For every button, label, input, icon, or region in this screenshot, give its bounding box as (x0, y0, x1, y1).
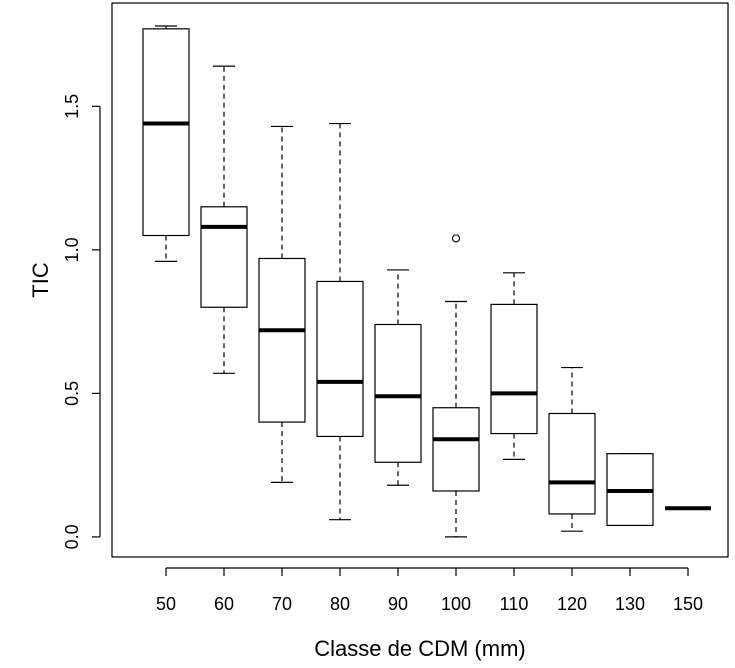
x-tick-label: 130 (615, 594, 645, 614)
x-tick-label: 80 (330, 594, 350, 614)
x-axis-title: Classe de CDM (mm) (314, 636, 525, 661)
box-100 (432, 407, 480, 492)
y-tick-label: 1.5 (62, 94, 82, 119)
box-120 (548, 412, 596, 515)
x-tick-label: 70 (272, 594, 292, 614)
x-tick-label: 100 (441, 594, 471, 614)
x-tick-label: 120 (557, 594, 587, 614)
x-tick-label: 150 (673, 594, 703, 614)
box-70 (258, 257, 306, 423)
box-50 (142, 28, 190, 237)
y-tick-label: 0.0 (62, 524, 82, 549)
y-axis-title: TIC (28, 262, 53, 298)
plot-frame (111, 2, 729, 558)
box-60 (200, 206, 248, 308)
x-tick-label: 90 (388, 594, 408, 614)
x-tick-label: 110 (500, 594, 529, 614)
box-90 (374, 323, 422, 463)
box-80 (316, 280, 364, 438)
y-tick-label: 1.0 (62, 237, 82, 262)
x-tick-label: 50 (156, 594, 176, 614)
outlier-point (451, 234, 461, 243)
x-tick-label: 60 (214, 594, 234, 614)
box-110 (490, 303, 538, 435)
y-tick-label: 0.5 (62, 381, 82, 406)
